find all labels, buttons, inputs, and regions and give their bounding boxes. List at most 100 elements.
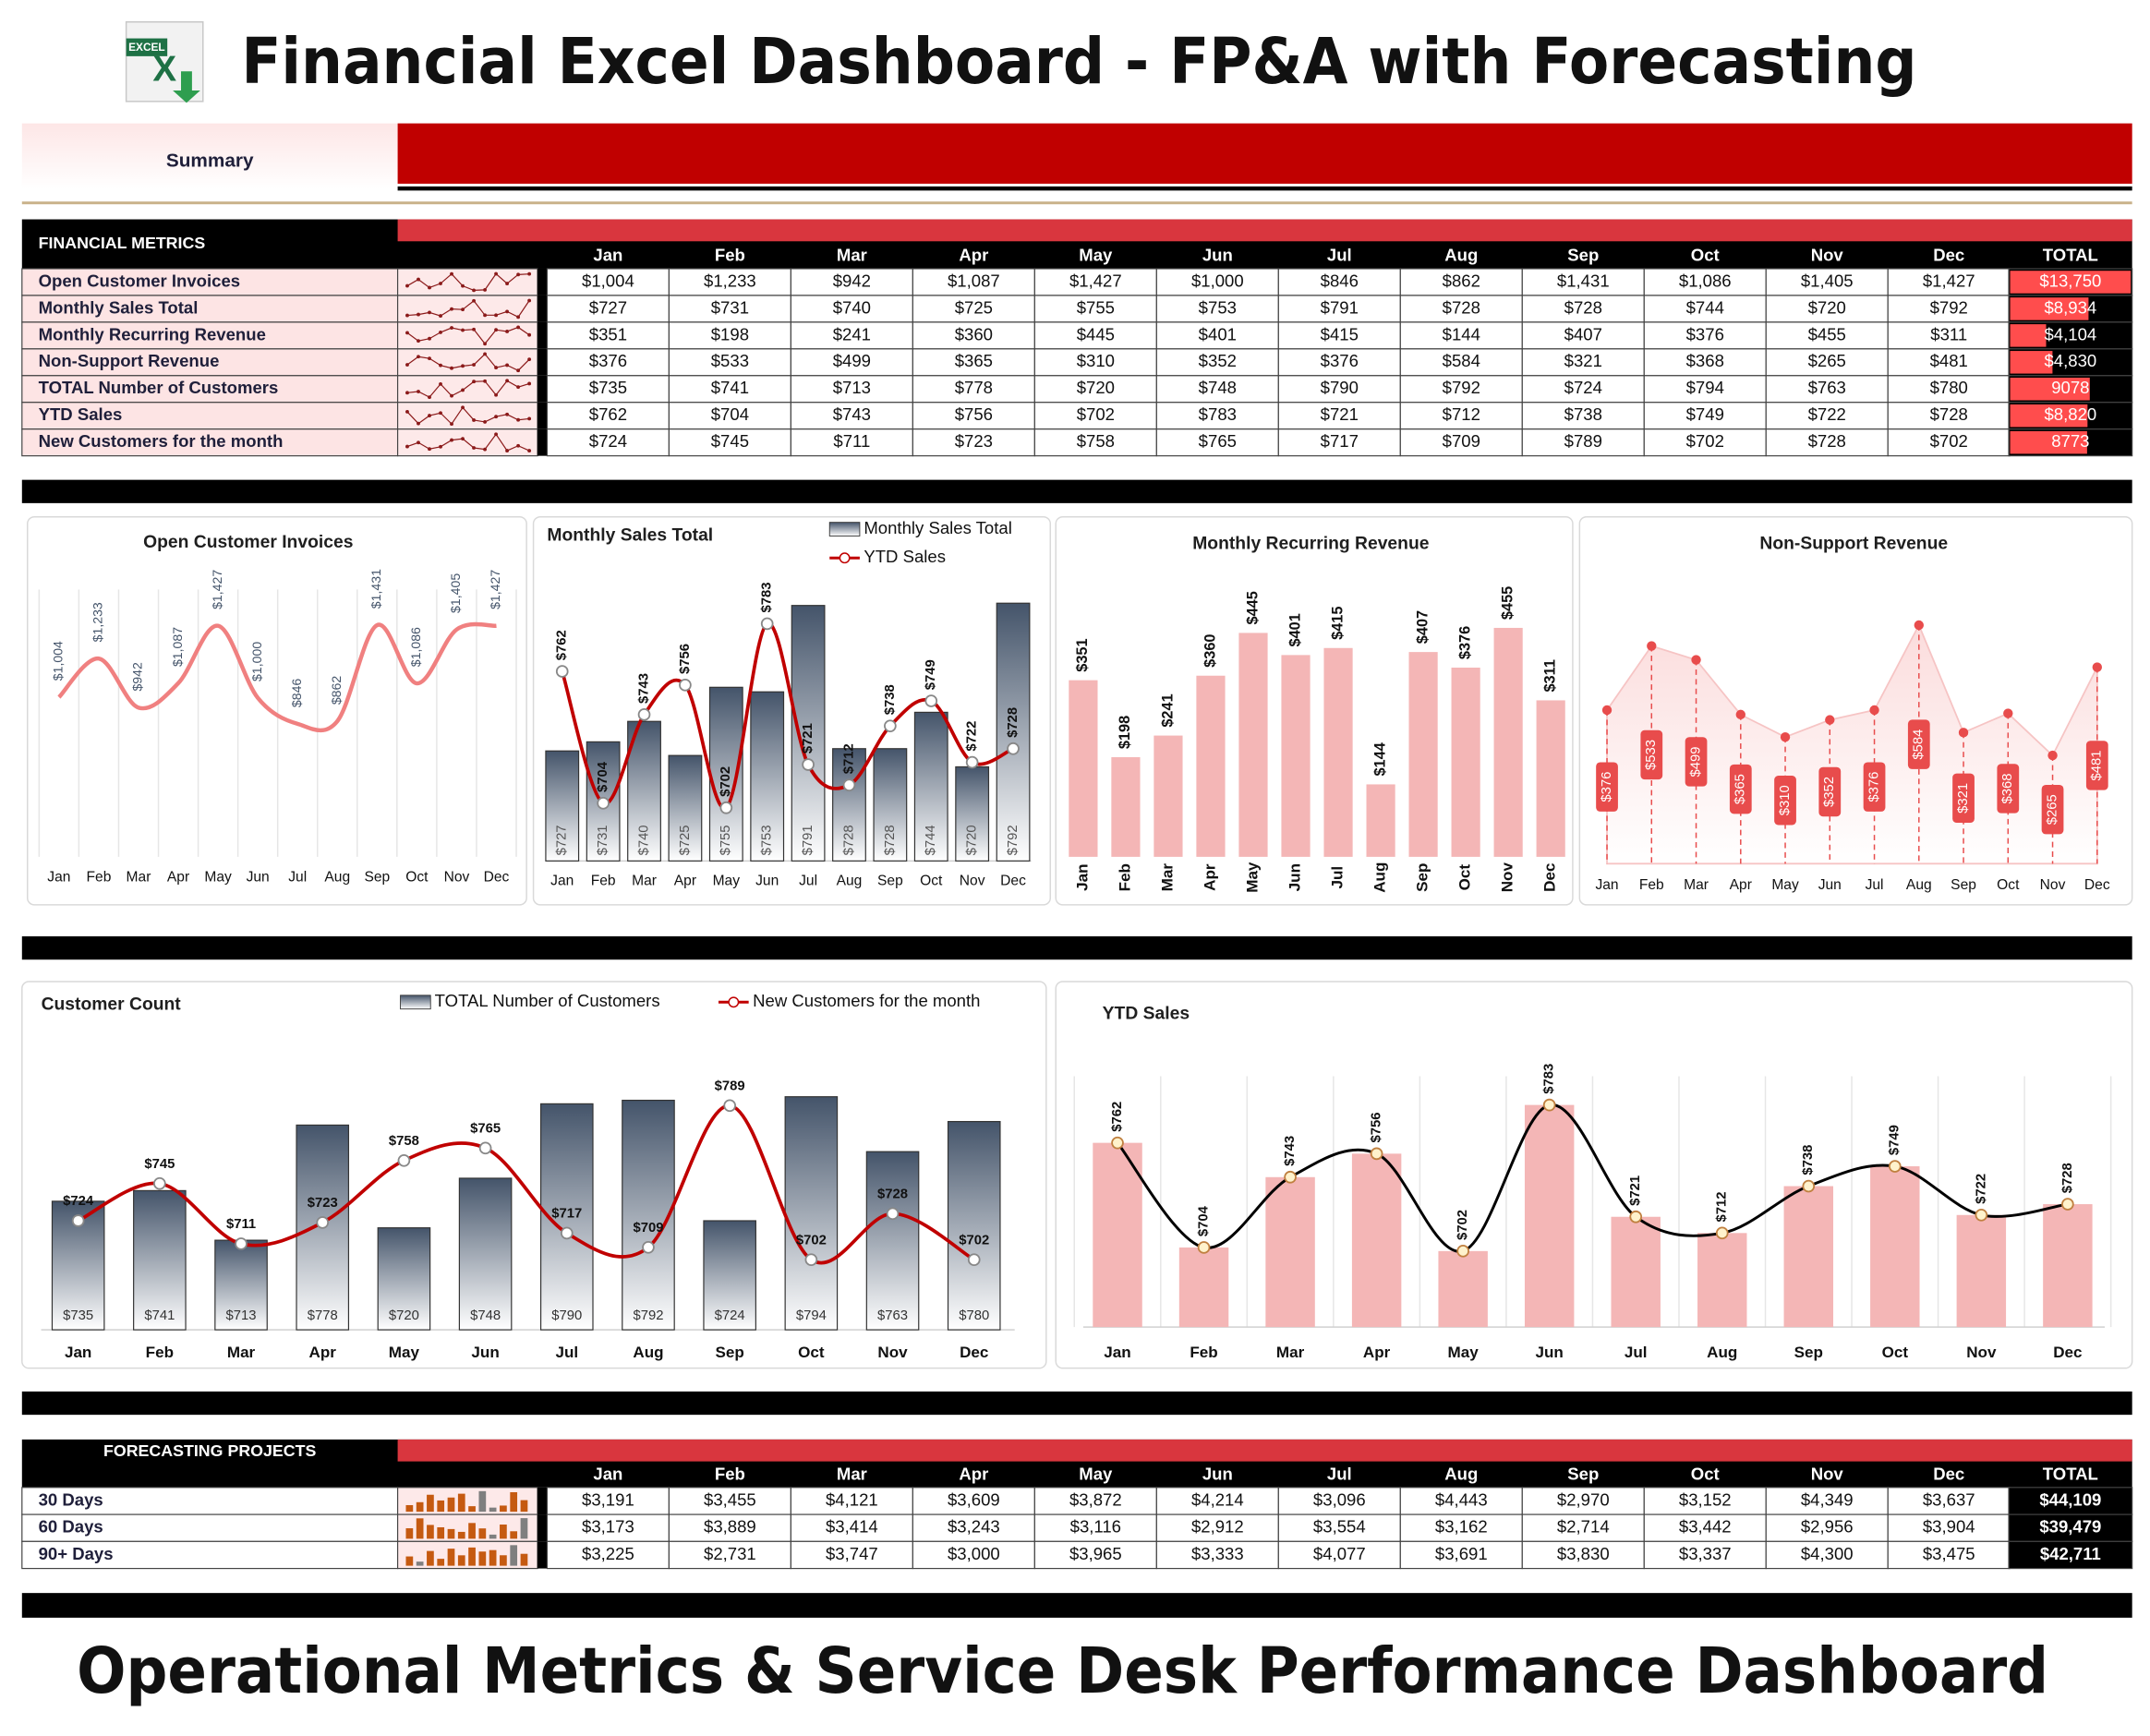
line-label: $738 (1801, 1145, 1816, 1175)
point-label: $499 (1688, 746, 1703, 777)
x-tick-label: Apr (1201, 863, 1218, 891)
cell (1521, 321, 1645, 350)
sparkline-point (472, 380, 476, 384)
x-tick-label: Sep (364, 869, 390, 885)
line-label: $762 (555, 630, 570, 660)
label-box (1596, 762, 1618, 812)
sparkline-column (457, 1493, 465, 1513)
cell-value: $4,077 (1313, 1544, 1366, 1563)
cell (1887, 402, 2011, 430)
sparkline-point (405, 313, 409, 318)
total-value: $44,109 (2039, 1489, 2101, 1509)
point-label: $368 (2000, 773, 2015, 803)
sparkline-column (510, 1531, 518, 1539)
header-stripe (397, 1439, 2132, 1462)
cell (1643, 268, 1767, 296)
cell-value: $3,442 (1679, 1517, 1732, 1537)
point-label: $376 (1866, 772, 1881, 802)
sparkline-point (450, 307, 453, 311)
cell-value: $3,554 (1313, 1517, 1366, 1537)
cell (668, 348, 791, 377)
bar (1323, 647, 1353, 857)
line-label: $743 (1283, 1136, 1298, 1166)
bar-label: $755 (719, 825, 733, 855)
row-label-cell (21, 348, 399, 377)
sparkline (406, 380, 530, 398)
sparkline-column (427, 1550, 434, 1566)
sparkline-column (437, 1559, 445, 1566)
cell-value: $713 (833, 378, 871, 397)
label-box (1774, 776, 1796, 826)
sparkline-point (527, 449, 532, 453)
x-tick-label: Mar (1276, 1344, 1305, 1361)
cell-value: $738 (1564, 404, 1602, 424)
cell (1521, 1540, 1645, 1570)
sparkline-point (450, 393, 453, 398)
sparkline-point (527, 416, 532, 421)
cell-value: $3,243 (948, 1517, 1000, 1537)
sparkline-column (500, 1555, 507, 1566)
cell-value: $745 (711, 431, 749, 451)
bar (622, 1099, 675, 1331)
cell (1521, 1487, 1645, 1515)
tab-label[interactable]: Summary (166, 151, 254, 172)
line-label: $722 (1974, 1174, 1988, 1204)
column-header: Sep (1567, 246, 1599, 265)
cell (668, 1487, 791, 1515)
bar-label: $792 (633, 1308, 663, 1323)
cell-value: $376 (1686, 324, 1724, 344)
header-stripe (397, 219, 2132, 242)
sparkline-point (428, 395, 431, 400)
bar-label: $735 (63, 1308, 93, 1323)
column-header: Jul (1327, 1464, 1352, 1483)
bar-label: $720 (965, 825, 980, 855)
x-tick-label: May (204, 869, 232, 885)
cell-value: $753 (1199, 297, 1237, 317)
line-marker (1975, 1208, 1988, 1222)
x-tick-label: Jul (1329, 866, 1347, 889)
bar (1408, 652, 1438, 857)
separator (21, 479, 2132, 503)
bar-label: $794 (796, 1308, 827, 1323)
line-label: $1,233 (91, 602, 105, 642)
line-marker (2061, 1198, 2074, 1211)
sparkline-point (483, 447, 487, 452)
column-header: Apr (959, 246, 988, 265)
line-marker (642, 1240, 655, 1254)
sparkline-point (405, 331, 409, 335)
cell (546, 1487, 670, 1515)
bar (133, 1189, 187, 1331)
line-marker (760, 617, 774, 631)
sparkline-column (457, 1555, 465, 1566)
cell (1155, 402, 1279, 430)
bar (1238, 633, 1268, 857)
cell-value: $3,455 (704, 1489, 756, 1509)
cell (1155, 295, 1279, 323)
x-tick-label: Dec (484, 869, 510, 885)
sparkline-point (461, 405, 465, 410)
label-box (2085, 741, 2108, 790)
bar-label: $351 (1074, 638, 1091, 671)
cell-value: $735 (589, 378, 627, 397)
cell-value: $3,747 (826, 1544, 878, 1563)
sparkline-column (468, 1523, 476, 1539)
x-tick-label: Nov (960, 874, 985, 889)
label-box (1952, 773, 1975, 824)
cell (1399, 321, 1523, 350)
cell (1399, 348, 1523, 377)
sparkline-point (483, 419, 487, 424)
cell-value: $717 (1321, 431, 1359, 451)
line-label: $711 (226, 1217, 256, 1232)
sparkline-cell (396, 321, 538, 350)
bar-label: $744 (924, 825, 938, 855)
line-marker (967, 1253, 981, 1267)
sparkline-point (516, 315, 521, 319)
sparkline-point (461, 364, 465, 368)
row-label: 30 Days (39, 1489, 103, 1509)
sparkline-point (472, 446, 476, 450)
line-label: $1,427 (210, 570, 224, 609)
page-title: Financial Excel Dashboard - FP&A with Fo… (241, 26, 1916, 99)
sparkline-point (483, 287, 487, 292)
point-label: $376 (1600, 772, 1614, 802)
sparkline-point (417, 440, 420, 445)
